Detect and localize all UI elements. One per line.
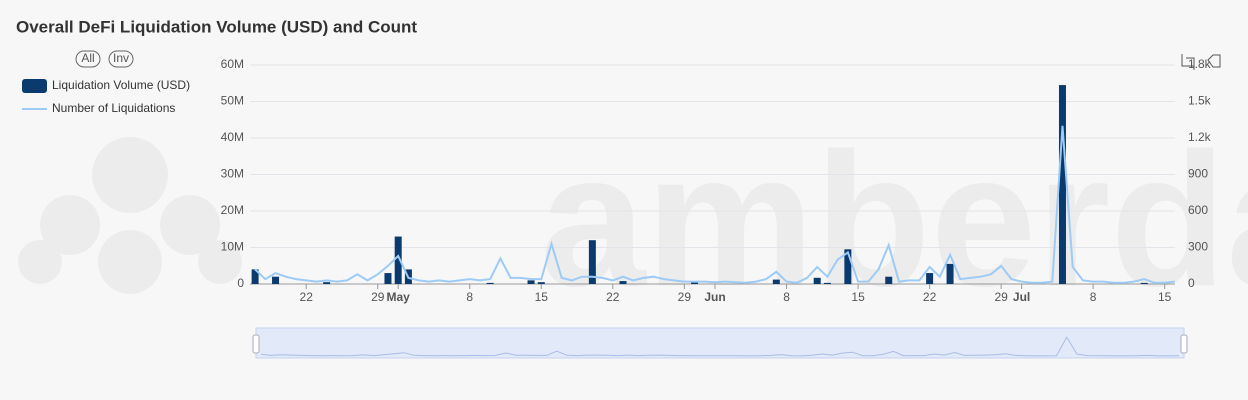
watermark: amberdata xyxy=(540,114,1248,326)
zoom-handle[interactable] xyxy=(1180,334,1188,354)
x-tick-label: 8 xyxy=(466,290,473,304)
x-tick-label: 29 xyxy=(371,290,385,304)
watermark-logo xyxy=(18,137,242,294)
buttons: All Inv xyxy=(75,50,134,68)
button-label[interactable]: Inv xyxy=(113,51,129,65)
zoom-preview xyxy=(261,336,1179,357)
bar xyxy=(1058,85,1066,284)
bar xyxy=(844,249,852,284)
zoom-icon[interactable] xyxy=(1181,54,1195,70)
bar xyxy=(926,273,934,284)
bar xyxy=(272,276,280,284)
x-tick-label: 8 xyxy=(1090,290,1097,304)
restore-icon[interactable] xyxy=(1207,54,1221,68)
toolbox[interactable] xyxy=(1181,54,1221,70)
y-tick-label: 50M xyxy=(221,94,244,108)
bar xyxy=(946,263,954,284)
bar xyxy=(251,269,259,284)
y2-tick-label: 0 xyxy=(1188,276,1195,290)
x-tick-label: 15 xyxy=(535,290,549,304)
y2-tick-label: 600 xyxy=(1188,203,1208,217)
y-tick-label: 40M xyxy=(221,130,244,144)
line xyxy=(254,125,1176,284)
y2-tick-label: 1.5k xyxy=(1188,94,1212,108)
x-tick-label: Jun xyxy=(704,290,725,304)
bar xyxy=(486,282,494,284)
bar xyxy=(537,282,545,284)
bar xyxy=(323,282,331,284)
y-tick-label: 0 xyxy=(237,276,244,290)
y2-tick-label: 300 xyxy=(1188,240,1208,254)
bar xyxy=(885,276,893,284)
x-tick-label: 22 xyxy=(300,290,314,304)
x-tick-label: 22 xyxy=(606,290,620,304)
zoom-handle[interactable] xyxy=(252,334,260,354)
bar xyxy=(823,282,831,284)
x-tick-label: 29 xyxy=(678,290,692,304)
legend-label: Number of Liquidations xyxy=(52,101,175,115)
x-tick-label: 15 xyxy=(851,290,865,304)
bar xyxy=(384,273,392,284)
legend-label: Liquidation Volume (USD) xyxy=(52,78,190,92)
x-tick-label: 15 xyxy=(1158,290,1172,304)
x-tick-label: May xyxy=(387,290,411,304)
y2-tick-label: 1.2k xyxy=(1188,130,1212,144)
data-zoom[interactable] xyxy=(252,327,1188,359)
bar xyxy=(772,279,780,284)
y2-tick-label: 1.8k xyxy=(1188,57,1212,71)
x-tick-label: Jul xyxy=(1013,290,1030,304)
button[interactable] xyxy=(75,50,101,68)
x-tick-label: 8 xyxy=(783,290,790,304)
button-label[interactable]: All xyxy=(81,51,94,65)
legend-swatch xyxy=(22,79,47,93)
x-tick-label: 29 xyxy=(994,290,1008,304)
bar xyxy=(1140,282,1148,284)
bar xyxy=(619,281,627,284)
bar xyxy=(588,240,596,284)
bar xyxy=(691,282,699,284)
legend: Liquidation Volume (USD) Number of Liquid… xyxy=(22,78,190,115)
chart-title: Overall DeFi Liquidation Volume (USD) an… xyxy=(16,17,417,36)
y-tick-label: 10M xyxy=(221,240,244,254)
y-tick-label: 30M xyxy=(221,167,244,181)
button[interactable] xyxy=(108,50,134,68)
bar xyxy=(813,277,821,284)
y2-tick-label: 900 xyxy=(1188,167,1208,181)
zoom-slider[interactable] xyxy=(255,327,1185,359)
y-tick-label: 60M xyxy=(221,57,244,71)
bar xyxy=(527,280,535,284)
x-tick-label: 22 xyxy=(923,290,937,304)
y-tick-label: 20M xyxy=(221,203,244,217)
bar xyxy=(394,236,402,284)
